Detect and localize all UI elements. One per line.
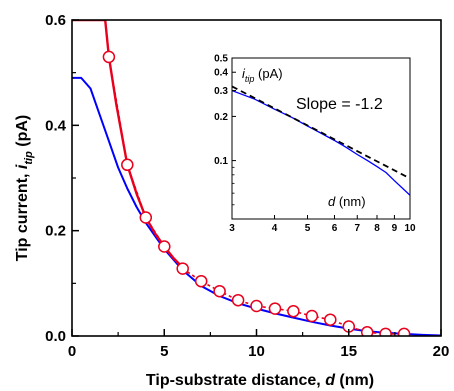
series-2-dashed-line <box>108 56 405 335</box>
inset-x-tick-label: 8 <box>374 223 380 234</box>
main-series <box>72 20 441 336</box>
x-axis-title: Tip-substrate distance, d (nm) <box>146 372 374 389</box>
inset-x-label: d (nm) <box>328 194 366 209</box>
inset-y-tick-label: 0.1 <box>214 156 228 167</box>
data-point-marker <box>250 299 263 313</box>
inset-frame <box>231 57 411 220</box>
data-point-marker <box>213 284 226 298</box>
y-tick-label: 0.6 <box>45 12 66 29</box>
data-point-marker <box>379 327 392 336</box>
data-point-marker <box>194 274 208 288</box>
inset-x-tick-label: 6 <box>332 223 338 234</box>
data-point-marker <box>360 326 374 336</box>
data-point-marker <box>158 240 171 253</box>
inset-y-tick-label: 0.4 <box>214 68 228 79</box>
data-point-marker <box>102 50 116 64</box>
inset-x-tick-label: 9 <box>392 223 398 234</box>
inset-y-tick-label: 0.2 <box>214 112 228 123</box>
data-point-marker <box>121 158 134 172</box>
series-1-line <box>72 20 184 269</box>
inset-x-tick-label: 7 <box>354 223 360 234</box>
main-plot: 0 5 10 15 20 0.0 0.2 0.4 0.6 <box>45 12 449 360</box>
data-point-marker <box>287 304 300 318</box>
x-tick-label: 0 <box>68 343 76 360</box>
inset-x-tick-label: 3 <box>229 223 235 234</box>
data-point-marker <box>139 211 153 224</box>
y-tick-label: 0.2 <box>45 223 66 240</box>
main-axis-titles: Tip-substrate distance, d (nm) Tip curre… <box>14 115 374 389</box>
x-tick-label: 15 <box>340 343 357 360</box>
data-point-marker <box>268 302 282 315</box>
data-point-marker <box>305 309 319 323</box>
inset-x-tick-label: 5 <box>305 223 311 234</box>
data-point-marker <box>397 327 411 336</box>
inset-background <box>232 58 410 219</box>
inset-y-label: itip (pA) <box>242 66 283 84</box>
inset-labels: itip (pA) Slope = -1.2 d (nm) <box>242 66 383 209</box>
inset-slope-annotation: Slope = -1.2 <box>296 96 383 113</box>
inset-x-tick-label: 4 <box>272 223 278 234</box>
inset-series <box>232 85 410 196</box>
inset-plot: 3 4 5 6 7 8 9 10 0.1 0.2 0.3 0.4 0.5 <box>214 54 416 235</box>
inset-y-tick-label: 0.5 <box>214 54 228 65</box>
data-point-marker <box>231 293 245 307</box>
x-tick-label: 20 <box>433 343 450 360</box>
y-tick-label: 0.0 <box>45 328 66 345</box>
x-tick-label: 10 <box>248 343 265 360</box>
y-tick-label: 0.4 <box>45 117 67 134</box>
inset-fit-line <box>232 85 410 180</box>
inset-y-tick-label: 0.3 <box>214 86 228 97</box>
data-point-marker <box>324 313 337 326</box>
data-point-marker <box>176 262 189 275</box>
inset-x-tick-label: 10 <box>404 223 416 234</box>
y-axis-title: Tip current, itip (pA) <box>14 115 35 262</box>
x-tick-label: 5 <box>160 343 168 360</box>
